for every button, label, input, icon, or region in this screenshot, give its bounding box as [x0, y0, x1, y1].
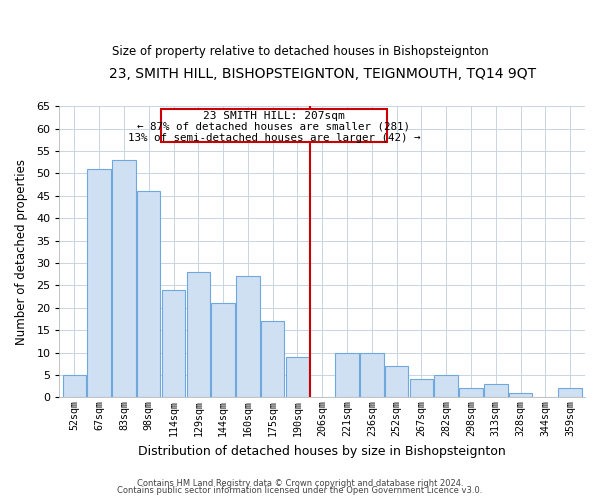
Text: 13% of semi-detached houses are larger (42) →: 13% of semi-detached houses are larger (…	[128, 132, 420, 142]
Bar	[137, 192, 160, 398]
Bar	[88, 169, 111, 398]
Bar	[187, 272, 210, 398]
FancyBboxPatch shape	[161, 108, 386, 142]
Text: Contains public sector information licensed under the Open Government Licence v3: Contains public sector information licen…	[118, 486, 482, 495]
Bar	[410, 380, 433, 398]
Bar	[459, 388, 483, 398]
Bar	[360, 352, 383, 398]
Bar	[509, 393, 532, 398]
Bar	[559, 388, 582, 398]
Title: 23, SMITH HILL, BISHOPSTEIGNTON, TEIGNMOUTH, TQ14 9QT: 23, SMITH HILL, BISHOPSTEIGNTON, TEIGNMO…	[109, 68, 536, 82]
Bar	[484, 384, 508, 398]
Bar	[62, 375, 86, 398]
Bar	[335, 352, 359, 398]
Bar	[236, 276, 260, 398]
Bar	[211, 304, 235, 398]
Bar	[162, 290, 185, 398]
Text: Contains HM Land Registry data © Crown copyright and database right 2024.: Contains HM Land Registry data © Crown c…	[137, 478, 463, 488]
X-axis label: Distribution of detached houses by size in Bishopsteignton: Distribution of detached houses by size …	[139, 444, 506, 458]
Text: 23 SMITH HILL: 207sqm: 23 SMITH HILL: 207sqm	[203, 111, 345, 121]
Text: ← 87% of detached houses are smaller (281): ← 87% of detached houses are smaller (28…	[137, 122, 410, 132]
Bar	[434, 375, 458, 398]
Bar	[385, 366, 409, 398]
Bar	[112, 160, 136, 398]
Bar	[286, 357, 309, 398]
Y-axis label: Number of detached properties: Number of detached properties	[15, 159, 28, 345]
Text: Size of property relative to detached houses in Bishopsteignton: Size of property relative to detached ho…	[112, 45, 488, 58]
Bar	[261, 322, 284, 398]
